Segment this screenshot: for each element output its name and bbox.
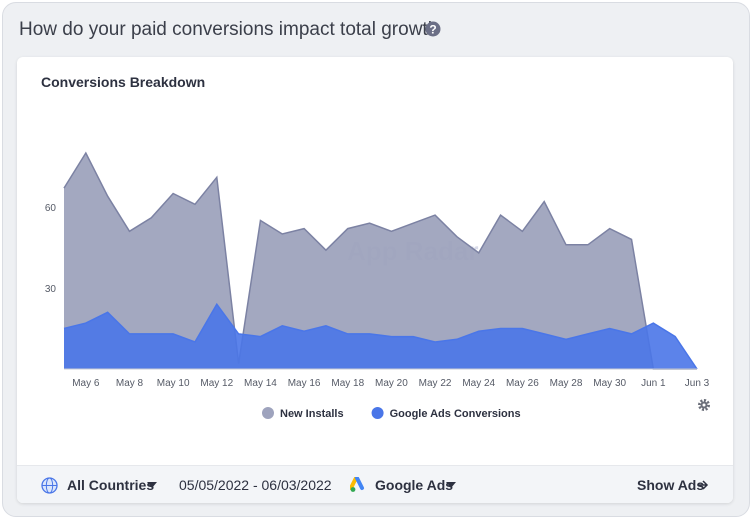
x-tick-label: May 30 (593, 378, 626, 389)
dropdown-arrow (147, 482, 157, 488)
show-ads-link[interactable]: Show Ads (637, 477, 705, 493)
chart-card: Conversions Breakdown App Radar3060May 6… (17, 57, 733, 503)
chart: Conversions Breakdown App Radar3060May 6… (41, 74, 710, 420)
x-tick-label: May 20 (375, 378, 408, 389)
widget-title: How do your paid conversions impact tota… (19, 19, 439, 40)
y-tick-label: 30 (45, 284, 57, 295)
x-tick-label: May 10 (157, 378, 190, 389)
gear-hole (702, 403, 706, 407)
legend-marker (262, 407, 274, 419)
network-select[interactable]: Google Ads (375, 477, 454, 493)
x-tick-label: May 14 (244, 378, 277, 389)
x-tick-label: May 26 (506, 378, 539, 389)
x-tick-label: Jun 3 (685, 378, 710, 389)
google-ads-logo (350, 477, 364, 492)
legend-label: Google Ads Conversions (390, 408, 521, 420)
area (64, 304, 697, 369)
area-line (63, 151, 697, 370)
globe-icon (41, 477, 58, 494)
gear-body (698, 399, 710, 411)
x-tick-label: May 18 (331, 378, 364, 389)
area-line (63, 302, 698, 370)
x-tick-label: May 8 (116, 378, 144, 389)
settings-icon[interactable] (698, 399, 710, 411)
widget: How do your paid conversions impact tota… (2, 2, 750, 517)
chart-title: Conversions Breakdown (41, 74, 205, 90)
dropdown-arrow (446, 482, 456, 488)
date-range[interactable]: 05/05/2022 - 06/03/2022 (179, 477, 332, 493)
x-tick-label: Jun 1 (641, 378, 666, 389)
footer-bar: All Countries 05/05/2022 - 06/03/2022 Go… (17, 465, 733, 503)
x-tick-label: May 22 (419, 378, 452, 389)
x-tick-label: May 6 (72, 378, 100, 389)
x-tick-label: May 24 (462, 378, 495, 389)
arrow-icon (698, 480, 709, 490)
country-select[interactable]: All Countries (67, 477, 155, 493)
help-icon[interactable]: ? (425, 21, 441, 37)
legend-marker (371, 407, 384, 419)
x-tick-label: May 16 (288, 378, 321, 389)
x-tick-label: May 28 (550, 378, 583, 389)
svg-text:?: ? (429, 23, 436, 37)
legend-label: New Installs (280, 408, 344, 420)
y-tick-label: 60 (45, 203, 57, 214)
x-tick-label: May 12 (200, 378, 233, 389)
